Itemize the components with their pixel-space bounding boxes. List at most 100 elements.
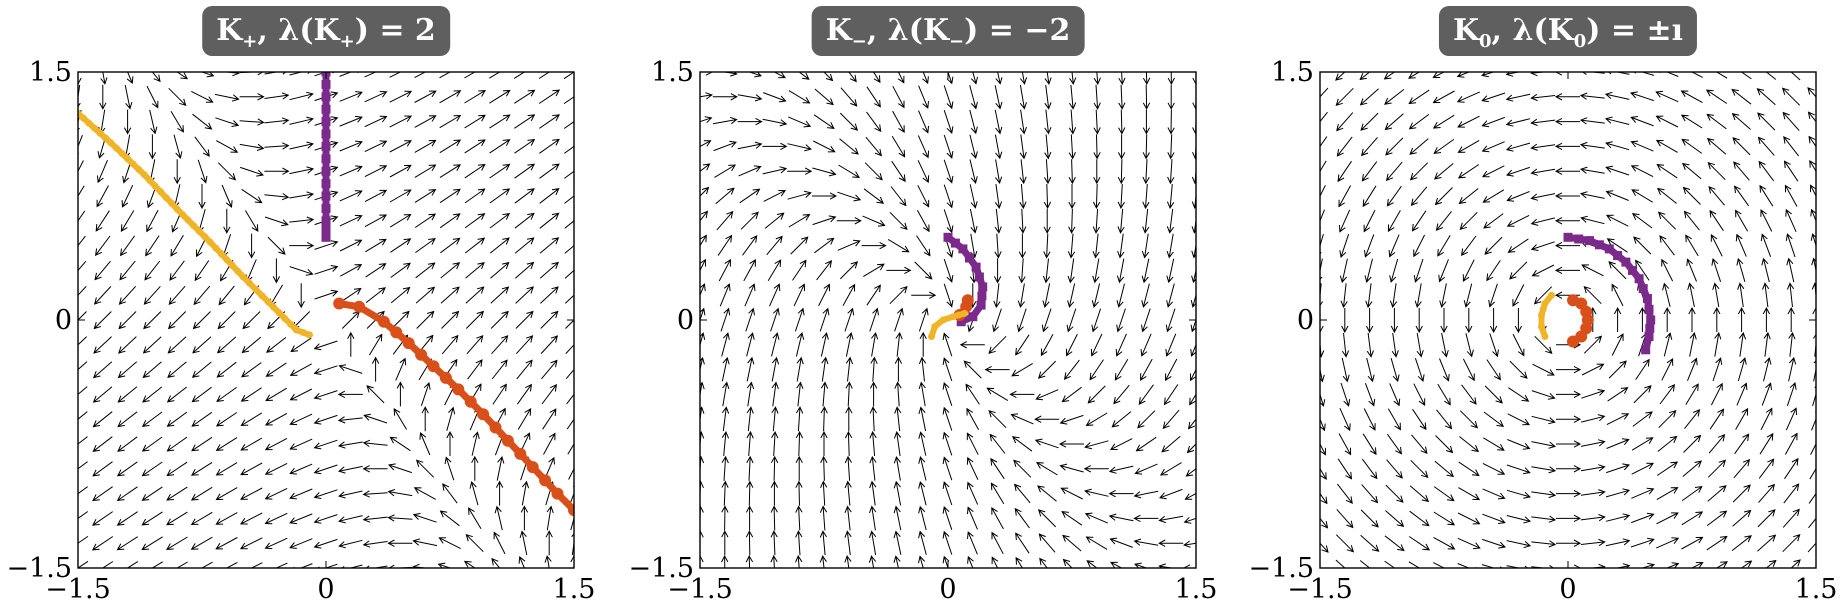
field-arrow — [1581, 414, 1606, 423]
field-arrow — [1432, 90, 1455, 104]
field-arrow — [820, 381, 829, 407]
field-arrow — [746, 381, 755, 407]
field-arrow — [1786, 381, 1797, 406]
field-arrow — [1711, 257, 1722, 282]
field-arrow — [737, 117, 763, 126]
field-arrow — [1786, 257, 1795, 283]
field-arrow — [893, 480, 902, 506]
field-arrow — [1709, 408, 1725, 430]
field-arrow — [564, 195, 574, 204]
field-arrow — [721, 72, 738, 77]
field-arrow — [1811, 257, 1816, 273]
field-arrow — [541, 383, 558, 405]
title-symbol: K — [1547, 13, 1574, 48]
field-arrow — [1784, 184, 1798, 207]
field-arrow — [795, 554, 803, 568]
field-arrow — [364, 90, 388, 103]
field-arrow — [721, 431, 730, 456]
field-arrow — [1762, 282, 1770, 308]
field-arrow — [1630, 140, 1654, 152]
field-arrow — [1192, 72, 1196, 86]
trajectory-marker — [85, 119, 93, 127]
trajectory-marker — [212, 244, 220, 252]
field-arrow — [1159, 488, 1183, 500]
field-arrow — [1436, 409, 1453, 430]
field-arrow — [371, 356, 380, 382]
y-tick-label: −1.5 — [1248, 553, 1314, 584]
field-arrow — [1009, 390, 1035, 399]
trajectory-marker — [321, 203, 331, 213]
field-arrow — [790, 236, 809, 255]
field-arrow — [1115, 333, 1127, 357]
field-arrow — [1735, 407, 1749, 430]
field-arrow — [191, 90, 214, 103]
field-arrow — [539, 212, 560, 229]
trajectory-marker — [551, 487, 564, 500]
field-arrow — [141, 511, 163, 526]
field-arrow — [1364, 383, 1376, 407]
field-arrow — [1134, 463, 1158, 475]
field-arrow — [1581, 389, 1606, 399]
field-arrow — [239, 512, 263, 525]
field-arrow — [1185, 468, 1196, 477]
field-arrow — [943, 159, 954, 184]
field-arrow — [1108, 465, 1134, 474]
field-arrow — [1482, 189, 1505, 203]
trajectory-marker — [1638, 284, 1648, 294]
field-arrow — [1389, 258, 1399, 283]
title-subscript: − — [949, 31, 965, 52]
field-arrow — [1191, 268, 1196, 284]
field-arrow — [1320, 467, 1327, 481]
field-arrow — [514, 237, 535, 254]
field-arrow — [1605, 165, 1630, 176]
field-arrow — [264, 117, 290, 125]
trajectory-marker — [956, 317, 966, 327]
field-arrow — [812, 215, 837, 226]
field-arrow — [465, 262, 485, 279]
field-arrow — [118, 311, 137, 330]
field-arrow — [1531, 540, 1557, 548]
field-arrow — [1184, 493, 1196, 500]
trajectory-marker — [977, 291, 987, 301]
title-text: ) = −2 — [964, 13, 1071, 48]
field-arrow — [1361, 161, 1378, 182]
field-arrow — [942, 406, 953, 431]
field-arrow — [1462, 358, 1475, 382]
field-arrow — [93, 336, 112, 354]
trajectory-marker — [971, 262, 981, 272]
field-arrow — [215, 437, 238, 451]
field-arrow — [441, 310, 460, 329]
field-arrow — [194, 136, 210, 157]
field-arrow — [1505, 118, 1531, 127]
field-arrow — [845, 381, 853, 407]
field-arrow — [1656, 487, 1679, 501]
field-arrow — [869, 455, 877, 481]
field-arrow — [1340, 283, 1348, 309]
field-arrow — [1509, 360, 1528, 379]
field-arrow — [289, 513, 313, 525]
field-arrow — [289, 141, 314, 150]
field-arrow — [1439, 358, 1450, 382]
field-arrow — [871, 331, 879, 357]
field-arrow — [820, 406, 828, 432]
field-arrow — [713, 140, 737, 152]
field-arrow — [1687, 357, 1698, 381]
field-arrow — [539, 261, 559, 279]
field-arrow — [922, 72, 929, 85]
trajectory-marker — [201, 233, 209, 241]
field-arrow — [1706, 510, 1728, 526]
trajectory-marker — [184, 216, 192, 224]
field-arrow — [886, 266, 912, 275]
field-arrow — [1086, 560, 1098, 568]
field-arrow — [96, 185, 109, 208]
field-arrow — [1336, 509, 1354, 529]
field-arrow — [1362, 185, 1377, 208]
field-arrow — [515, 310, 534, 329]
field-arrow — [1457, 537, 1481, 550]
field-arrow — [1631, 437, 1654, 451]
field-arrow — [1411, 210, 1427, 232]
field-arrow — [1813, 359, 1816, 382]
field-arrow — [1506, 214, 1530, 227]
field-arrow — [1015, 334, 1030, 356]
field-arrow — [264, 512, 288, 525]
